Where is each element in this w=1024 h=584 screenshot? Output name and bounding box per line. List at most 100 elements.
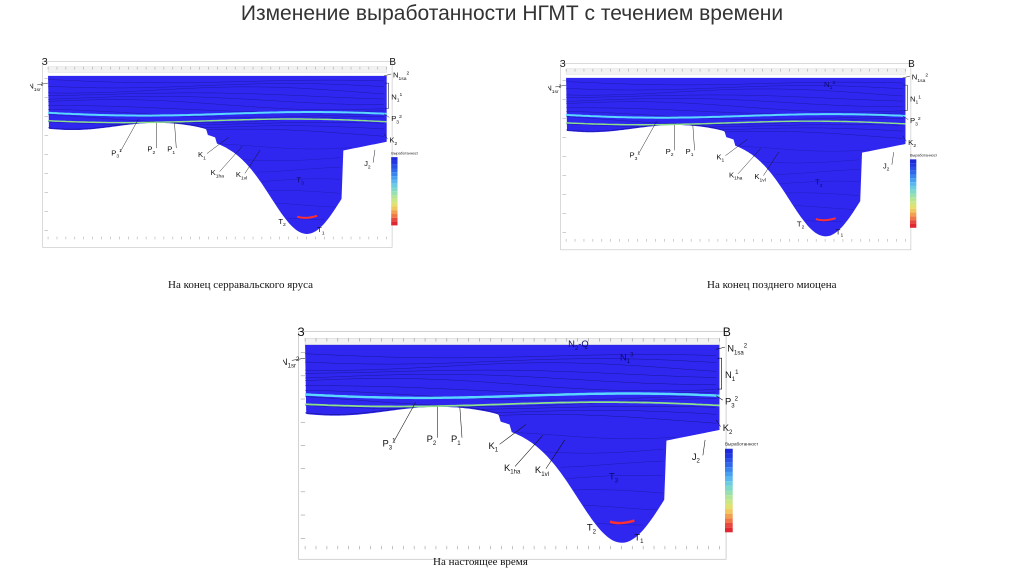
layer-line (305, 405, 717, 424)
legend-swatch (724, 481, 733, 486)
label-p1: P1 (451, 433, 461, 447)
layer-line (305, 378, 717, 392)
label-t3: T3 (296, 175, 304, 186)
layer-line (566, 101, 903, 113)
layer-line (48, 92, 384, 100)
leader-line (715, 395, 723, 401)
green-horizon (305, 401, 720, 408)
direction-east: В (389, 57, 396, 68)
plot-frame (298, 331, 727, 560)
legend-title: Выработанность НГМТ (%) (391, 151, 418, 155)
legend-swatch (391, 198, 398, 203)
red-base-line (296, 214, 318, 219)
label-k2: K2 (723, 422, 733, 436)
deep-layer-line (566, 475, 664, 479)
label-p2: P2 (427, 433, 437, 447)
label-k1vl: K1vl (754, 172, 765, 183)
label-n13: N13 (824, 80, 835, 91)
label-t1: T1 (317, 225, 325, 236)
label-k1vl: K1vl (236, 170, 247, 181)
legend-swatch (724, 462, 733, 468)
legend-swatch (391, 187, 398, 192)
deep-layer-line (739, 146, 871, 152)
legend-swatch (909, 166, 917, 171)
layer-line (305, 389, 717, 401)
label-t2: T2 (797, 219, 805, 230)
cross-section-svg: Выработанность НГМТ (%) З В N1sr2 N13 N1sa2 N1… (546, 59, 958, 251)
legend-swatch (724, 448, 733, 454)
label-n13: N13 (620, 351, 634, 365)
leader-line (737, 148, 761, 174)
legend-swatch (391, 217, 398, 222)
label-t1: T1 (836, 227, 844, 238)
leader-line (716, 346, 726, 350)
label-n1sr2: N1sr2 (548, 83, 562, 94)
cyan-horizon (566, 113, 906, 119)
leader-line (206, 137, 229, 154)
leader-line (514, 435, 543, 467)
leader-line (372, 149, 376, 163)
label-n1sa2: N1sa2 (393, 71, 410, 82)
label-j2: J2 (692, 451, 701, 465)
label-t2: T2 (278, 217, 286, 228)
leader-line (244, 149, 261, 174)
legend-title: Выработанность НГМТ (%) (910, 154, 937, 158)
legend-swatch (909, 204, 917, 209)
label-n11: N11 (910, 94, 921, 105)
direction-east: В (908, 59, 915, 70)
leader-line (37, 82, 49, 86)
label-n11: N11 (391, 92, 402, 103)
caption-late-miocene: На конец позднего миоцена (707, 279, 837, 291)
legend-swatch (724, 527, 733, 533)
label-p1: P1 (167, 145, 175, 156)
legend-swatch (724, 490, 733, 496)
deep-layer-line (517, 432, 677, 440)
layer-line (305, 362, 717, 372)
leader-line (692, 124, 695, 151)
deep-layer-line (543, 449, 664, 454)
legend-swatch (724, 504, 733, 510)
legend-swatch (724, 518, 733, 524)
layer-line (48, 86, 384, 95)
caption-serravallian: На конец серравальского яруса (168, 279, 314, 291)
leader-line (763, 151, 779, 176)
label-k1ha: K1ha (211, 168, 225, 179)
deep-layer-line (256, 167, 341, 173)
legend-swatch (724, 495, 733, 500)
deep-layer-line (794, 205, 854, 210)
legend-swatch (909, 201, 917, 205)
leader-line (902, 75, 911, 79)
red-base-line (609, 519, 635, 525)
deep-layer-line (262, 178, 341, 182)
green-horizon (566, 120, 906, 126)
leader-line (638, 121, 657, 155)
legend-swatch (724, 513, 733, 519)
legend-swatch (909, 216, 917, 221)
label-n11: N11 (725, 369, 739, 383)
layer-line (48, 99, 384, 111)
layer-line (566, 111, 903, 120)
label-n1sa2: N1sa2 (912, 73, 929, 84)
legend-swatch (909, 174, 917, 179)
legend-swatch (391, 210, 398, 215)
deep-layer-line (275, 202, 336, 208)
direction-west: З (297, 325, 304, 339)
layer-line (48, 114, 384, 123)
label-k2: K2 (908, 138, 916, 149)
legend-swatch (909, 197, 917, 202)
direction-west: З (560, 59, 566, 70)
legend-swatch (391, 183, 398, 188)
leader-line (291, 357, 306, 361)
label-k1ha: K1ha (504, 462, 521, 476)
layer-line (566, 116, 903, 125)
legend-swatch (391, 214, 398, 218)
legend-swatch (391, 221, 398, 226)
layer-line (48, 96, 384, 105)
leader-line (715, 419, 721, 427)
deep-layer-line (221, 143, 352, 150)
label-p32r: P32 (391, 114, 402, 125)
legend-swatch (391, 176, 398, 180)
label-t1: T1 (634, 531, 644, 545)
leader-line (393, 402, 416, 443)
layer-line (566, 81, 903, 86)
